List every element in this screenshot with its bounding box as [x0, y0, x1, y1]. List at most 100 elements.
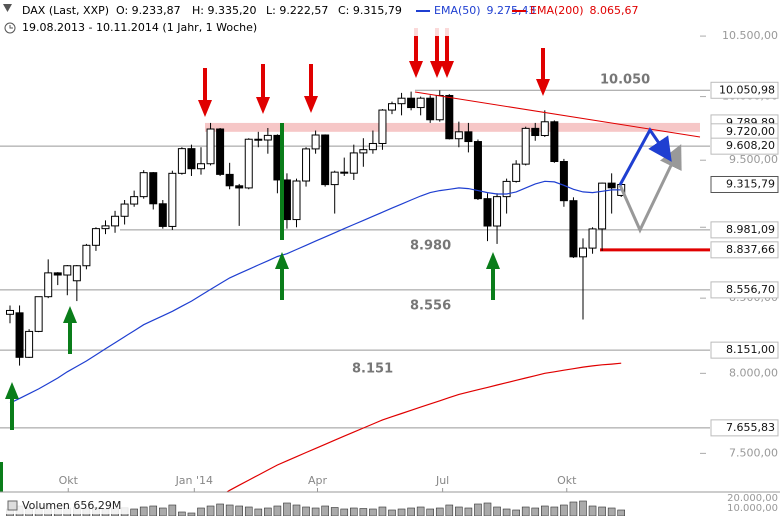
volume-bar — [159, 507, 167, 516]
volume-bar — [168, 504, 177, 516]
candle-body — [101, 225, 110, 230]
volume-bar — [483, 502, 492, 516]
header-bg — [0, 0, 640, 36]
x-tick-label: Jul — [435, 474, 449, 487]
candle-body — [206, 128, 215, 165]
candle-body — [493, 196, 502, 227]
volume-bar — [292, 504, 301, 516]
volume-bar — [264, 507, 272, 516]
last-price-box — [710, 175, 779, 193]
candle-body — [531, 127, 540, 137]
legend-value: 8.065,67 — [590, 4, 639, 17]
volume-bar — [321, 505, 329, 516]
x-tick-label: Okt — [59, 474, 79, 487]
level-label: 10.050,98 — [719, 83, 775, 96]
candle-body — [397, 97, 406, 105]
candle-body — [388, 103, 396, 111]
ohlc: C: 9.315,79 — [338, 4, 402, 17]
volume-bar — [455, 506, 463, 516]
volume-bar — [197, 507, 205, 516]
legend-name: EMA(200) — [530, 4, 584, 17]
candle-body — [607, 182, 616, 189]
candle-body — [588, 228, 597, 249]
trend-line — [414, 91, 701, 138]
candles — [6, 90, 626, 366]
up-arrow — [486, 252, 500, 300]
last-price-label: 9.315,79 — [726, 177, 775, 190]
volume-bar — [607, 507, 616, 516]
annotations: 10.050 8.980 8.556 8.151 — [352, 73, 650, 377]
volume-label-bg — [4, 498, 130, 514]
candle-body — [302, 148, 311, 182]
candle-body — [72, 265, 81, 282]
candle-body — [435, 94, 444, 121]
ema-line — [9, 180, 622, 404]
candle-body — [550, 121, 559, 163]
volume-tick-label: 20.000,00 — [727, 493, 778, 504]
volume-bar — [235, 505, 243, 516]
clock-icon — [4, 22, 16, 34]
volume-bar — [311, 507, 320, 516]
green-bar — [0, 462, 3, 492]
candle-body — [598, 182, 607, 230]
level-box — [710, 419, 779, 437]
volume-bar — [388, 509, 396, 516]
y-tick-label: 7.500,00 — [729, 446, 778, 459]
candle-body — [282, 179, 291, 221]
volume-bar — [502, 508, 511, 516]
legend-value: 9.275,43 — [487, 4, 536, 17]
volume-bar — [407, 507, 415, 516]
candle-body — [445, 94, 454, 140]
down-arrow — [409, 28, 423, 78]
candle-body — [225, 173, 234, 187]
down-arrow — [440, 28, 454, 78]
candle-body — [454, 131, 463, 140]
up-arrow — [63, 306, 77, 354]
volume-bar — [550, 506, 559, 516]
volume-bar — [512, 509, 520, 516]
volume-bar — [464, 507, 473, 516]
volume-bar — [139, 506, 148, 516]
candle-body — [368, 142, 377, 151]
candle-body — [216, 128, 225, 175]
clock-hand — [9, 25, 13, 29]
volume-bar — [521, 506, 530, 516]
x-tick-label: Jan '14 — [175, 474, 213, 487]
down-arrow — [256, 64, 270, 114]
down-arrow — [536, 48, 550, 96]
y-tick-label: 10.500,00 — [722, 29, 778, 42]
candle-body — [263, 134, 272, 141]
volume-bar — [579, 500, 587, 516]
volume-bar — [206, 505, 215, 516]
candle-body — [292, 180, 301, 221]
signal-arrows — [0, 28, 701, 492]
candle-body — [158, 203, 167, 227]
volume-bar — [598, 506, 606, 516]
candle-body — [63, 265, 72, 276]
ema-line — [225, 362, 622, 492]
level-box — [710, 137, 779, 155]
down-arrow — [304, 64, 318, 113]
level-box — [710, 221, 779, 239]
volume-bar — [340, 508, 349, 516]
volume-bar — [531, 507, 540, 516]
ohlc: H: 9.335,20 — [192, 4, 256, 17]
volume-bar — [273, 505, 282, 516]
level-label: 8.151,00 — [726, 343, 775, 356]
annotation: 8.980 — [410, 239, 451, 254]
candle-body — [177, 148, 186, 174]
y-tick-label: 9.500,00 — [729, 153, 778, 166]
candle-body — [416, 97, 425, 109]
volume-bar — [302, 506, 310, 516]
candle-body — [111, 215, 120, 227]
volume-bar — [369, 508, 377, 516]
down-arrow — [198, 68, 212, 117]
volume-bar — [397, 508, 406, 516]
projection-blue — [618, 127, 672, 186]
candle-body — [254, 138, 263, 141]
candle-body — [168, 172, 177, 227]
volume-bar — [187, 512, 196, 516]
candle-body — [82, 244, 91, 267]
volume-icon — [7, 500, 18, 511]
